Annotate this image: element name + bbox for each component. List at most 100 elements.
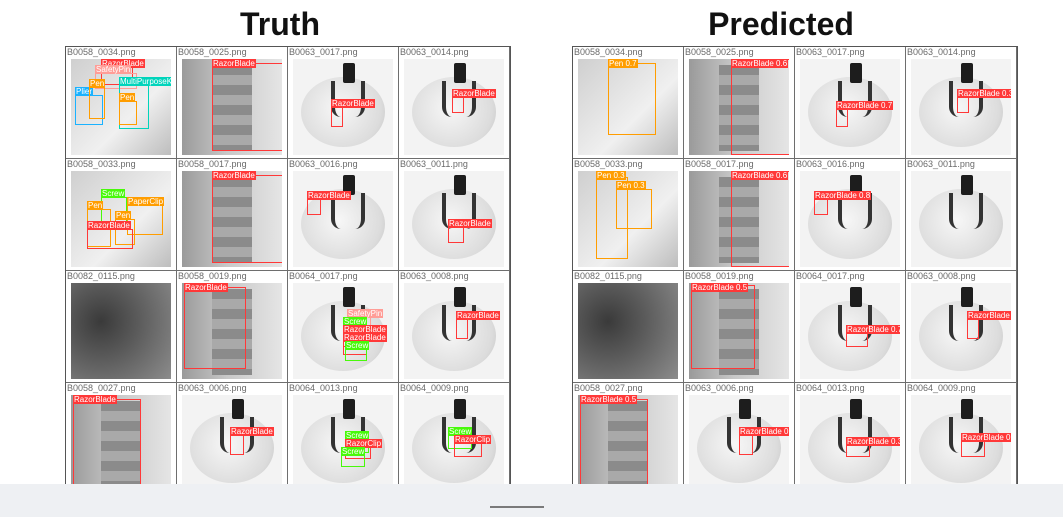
tile-filename: B0058_0017.png [685, 159, 754, 169]
bbox-label: RazorBlade 0.3 [957, 89, 1011, 98]
image-tile: B0064_0009.png RazorBlade 0.3 [906, 383, 1016, 494]
bbox-label: RazorBlade [307, 191, 351, 200]
tool-arm-shape [949, 305, 983, 341]
xray-image: RazorBlade 0.5 [578, 395, 678, 491]
truth-grid: B0058_0034.png RazorBlade SafetyPin MultiPu… [65, 46, 511, 496]
image-tile: B0064_0013.png RazorBlade 0.3 [795, 383, 905, 494]
tool-arm-shape [331, 193, 365, 229]
bbox-label: Screw [101, 189, 126, 198]
bbox-label: Pen 0.7 [608, 59, 638, 68]
tool-shape [343, 287, 355, 307]
image-tile: B0064_0009.png Screw RazorClip [399, 383, 509, 494]
tile-filename: B0058_0033.png [67, 159, 136, 169]
razor-blade-shape [212, 177, 252, 263]
bounding-box [961, 441, 985, 457]
tool-shape [343, 63, 355, 83]
bounding-box [452, 97, 464, 113]
tool-shape [343, 399, 355, 419]
razor-blade-shape [212, 65, 252, 151]
tile-filename: B0058_0019.png [178, 271, 247, 281]
image-tile: B0063_0016.png RazorBlade 0.8 [795, 159, 905, 270]
bbox-label: Pen [119, 93, 136, 102]
bounding-box [580, 399, 648, 485]
image-tile: B0058_0027.png RazorBlade [66, 383, 176, 494]
xray-image: RazorBlade 0.5 [689, 283, 789, 379]
tray-shape [301, 77, 385, 147]
tool-arm-shape [838, 81, 872, 117]
bounding-box [846, 333, 868, 347]
bottom-bar [0, 484, 1063, 517]
bounding-box [212, 175, 282, 263]
bbox-label: RazorBlade [456, 311, 500, 320]
image-tile: B0063_0008.png RazorBlade 0 [906, 271, 1016, 382]
tile-filename: B0064_0009.png [400, 383, 469, 393]
tile-filename: B0058_0017.png [178, 159, 247, 169]
bounding-box [230, 435, 244, 455]
tile-filename: B0063_0017.png [289, 47, 358, 57]
tile-filename: B0064_0013.png [796, 383, 865, 393]
xray-image: RazorBlade [404, 283, 504, 379]
bounding-box [456, 319, 468, 339]
image-tile: B0058_0034.png Pen 0.7 [573, 47, 683, 158]
tool-arm-shape [838, 193, 872, 229]
image-tile: B0063_0006.png RazorBlade 0.8 [684, 383, 794, 494]
truth-title: Truth [240, 6, 320, 42]
bounding-box [967, 319, 979, 339]
image-tile: B0063_0008.png RazorBlade [399, 271, 509, 382]
tool-shape [454, 287, 466, 307]
tile-filename: B0063_0014.png [907, 47, 976, 57]
xray-image: RazorBlade [293, 59, 393, 155]
bbox-label: RazorBlade 0.7 [846, 325, 900, 334]
image-tile: B0063_0011.png RazorBlade [399, 159, 509, 270]
razor-blade-shape [608, 401, 648, 487]
tile-filename: B0063_0016.png [796, 159, 865, 169]
xray-image: RazorBlade 0.3 [911, 395, 1011, 491]
image-tile: B0064_0017.png SafetyPin Screw RazorBlade Ra… [288, 271, 398, 382]
bounding-box [731, 59, 789, 155]
tool-arm-shape [838, 305, 872, 341]
tool-shape [961, 287, 973, 307]
tray-shape [808, 189, 892, 259]
predicted-title: Predicted [708, 6, 854, 42]
tile-filename: B0063_0008.png [400, 271, 469, 281]
bbox-label: RazorBlade 0.6 [731, 171, 789, 180]
tile-filename: B0082_0115.png [67, 271, 135, 281]
bbox-label: Pen 0.3 [616, 181, 646, 190]
image-tile: B0058_0019.png RazorBlade 0.5 [684, 271, 794, 382]
bbox-label: RazorBlade 0.5 [691, 283, 749, 292]
tray-shape [301, 189, 385, 259]
bbox-label: RazorBlade [101, 59, 145, 68]
tool-shape [232, 399, 244, 419]
razor-blade-shape [719, 289, 759, 375]
bounding-box [307, 199, 321, 215]
tool-shape [850, 399, 862, 419]
bbox-label: RazorBlade [343, 333, 387, 342]
tray-shape [190, 413, 274, 483]
tile-filename: B0058_0025.png [685, 47, 754, 57]
image-tile: B0063_0014.png RazorBlade [399, 47, 509, 158]
xray-image: RazorBlade [404, 171, 504, 267]
bounding-box [836, 109, 848, 127]
tool-arm-shape [838, 417, 872, 453]
tile-filename: B0063_0011.png [907, 159, 975, 169]
image-tile: B0058_0027.png RazorBlade 0.5 [573, 383, 683, 494]
image-tile: B0058_0034.png RazorBlade SafetyPin MultiPu… [66, 47, 176, 158]
tile-filename: B0058_0034.png [67, 47, 136, 57]
tool-arm-shape [442, 305, 476, 341]
tile-filename: B0058_0027.png [67, 383, 136, 393]
tool-shape [850, 63, 862, 83]
xray-image: RazorBlade 0.3 [911, 59, 1011, 155]
tool-arm-shape [949, 81, 983, 117]
tray-shape [808, 77, 892, 147]
bbox-label: PaperClip [127, 197, 165, 206]
tile-filename: B0063_0016.png [289, 159, 358, 169]
xray-image: Screw PaperClip Pen Pen RazorBlade [71, 171, 171, 267]
tile-filename: B0063_0008.png [907, 271, 976, 281]
bounding-box [454, 443, 482, 457]
xray-image [911, 171, 1011, 267]
scroll-handle[interactable] [490, 506, 544, 508]
bbox-label: Screw [448, 427, 473, 436]
bbox-label: RazorBlade 0.6 [731, 59, 789, 68]
xray-image: RazorBlade 0.6 [689, 171, 789, 267]
